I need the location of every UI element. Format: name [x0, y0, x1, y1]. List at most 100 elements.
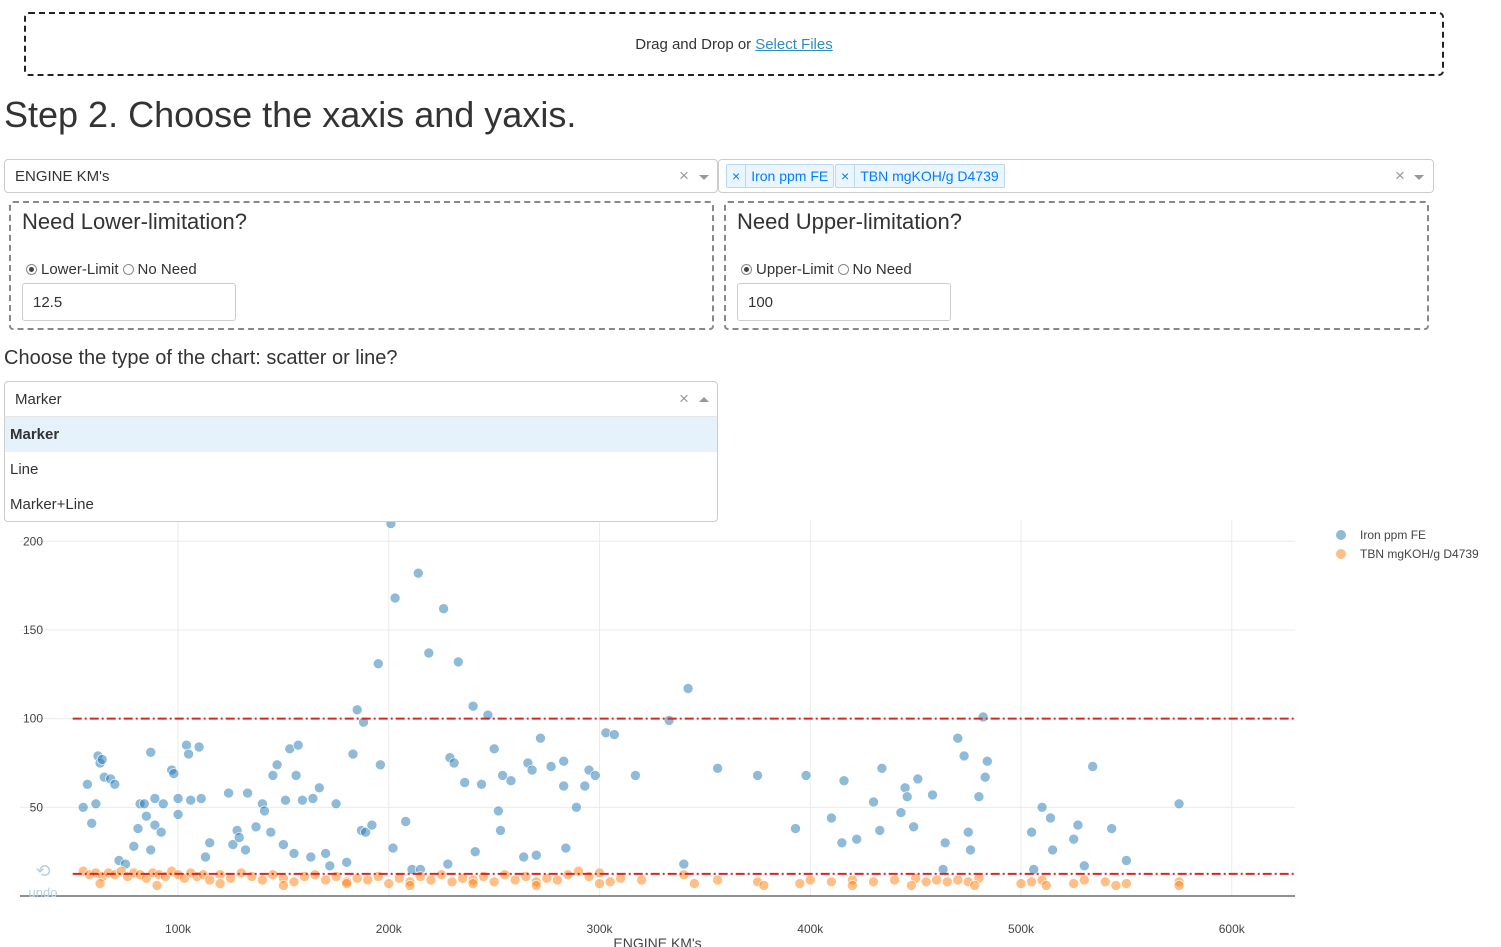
- y-tick-label: 200: [23, 534, 43, 548]
- iron-point: [545, 761, 557, 772]
- tbn-point: [404, 880, 416, 891]
- chart-type-option-marker[interactable]: Marker: [5, 417, 717, 452]
- upper-no-need-label: No Need: [852, 261, 912, 278]
- iron-point: [358, 716, 369, 728]
- iron-point: [366, 819, 378, 831]
- iron-point: [495, 825, 506, 836]
- iron-point: [977, 711, 989, 723]
- chart-svg[interactable]: 100k 200k 300k 400k 500k 600k 50 100 150 200 ENGIN…: [0, 520, 1501, 947]
- chart-type-clear-icon[interactable]: ×: [679, 389, 689, 408]
- iron-point: [324, 860, 336, 872]
- iron-point: [452, 656, 464, 668]
- iron-point: [851, 833, 863, 845]
- radio-icon[interactable]: [837, 264, 849, 275]
- chart-type-option-line[interactable]: Line: [10, 461, 39, 478]
- chart-type-label: Choose the type of the chart: scatter or…: [4, 347, 398, 369]
- iron-point: [482, 709, 494, 721]
- iron-point: [292, 739, 304, 751]
- tbn-point: [889, 874, 900, 886]
- iron-point: [630, 770, 641, 781]
- iron-point: [183, 748, 194, 760]
- yaxis-clear-icon[interactable]: ×: [1395, 166, 1405, 185]
- yaxis-select[interactable]: × Iron ppm FE × TBN mgKOH/g D4739 ×: [718, 159, 1434, 193]
- radio-selected-icon[interactable]: [26, 264, 37, 275]
- scatter-chart[interactable]: 100k 200k 300k 400k 500k 600k 50 100 150 200 ENGIN…: [0, 520, 1501, 947]
- iron-point: [1028, 864, 1039, 875]
- tbn-point: [826, 876, 837, 888]
- upper-limit-title: Need Upper-limitation?: [737, 209, 962, 234]
- tbn-point: [931, 874, 943, 886]
- upper-limit-option[interactable]: Upper-Limit: [741, 261, 834, 278]
- iron-point: [518, 851, 530, 863]
- tbn-point: [257, 874, 268, 886]
- iron-point: [876, 763, 888, 774]
- iron-point: [1068, 833, 1079, 845]
- iron-point: [313, 782, 325, 794]
- tbn-point: [636, 874, 648, 886]
- iron-point: [608, 729, 620, 740]
- tbn-point: [457, 872, 468, 884]
- iron-point: [385, 520, 397, 529]
- upload-dropzone[interactable]: Drag and Drop or Select Files: [24, 12, 1444, 76]
- iron-point: [927, 789, 938, 801]
- iron-point: [193, 741, 205, 753]
- chart-type-option-marker-line[interactable]: Marker+Line: [10, 496, 94, 513]
- yaxis-tag-tbn: × TBN mgKOH/g D4739: [835, 164, 1005, 188]
- tbn-point: [1121, 878, 1132, 889]
- upper-limit-input[interactable]: [737, 283, 951, 321]
- iron-point: [400, 816, 412, 827]
- iron-point: [663, 715, 675, 726]
- lower-no-need-option[interactable]: No Need: [122, 261, 197, 278]
- legend-label: TBN mgKOH/g D4739: [1360, 547, 1479, 561]
- remove-tag-icon[interactable]: ×: [836, 165, 856, 187]
- undo-label: undo: [28, 885, 58, 900]
- iron-point: [838, 775, 850, 787]
- yaxis-chevron-down-icon[interactable]: [1414, 175, 1424, 180]
- tbn-point: [1173, 880, 1185, 891]
- lower-limit-option[interactable]: Lower-Limit: [26, 261, 119, 278]
- iron-point: [682, 683, 694, 694]
- tbn-point: [906, 880, 917, 891]
- iron-point: [242, 787, 253, 799]
- iron-point: [526, 764, 538, 776]
- x-axis-title: ENGINE KM's: [613, 935, 701, 947]
- y-tick-label: 100: [23, 712, 43, 726]
- remove-tag-icon[interactable]: ×: [727, 165, 747, 187]
- iron-point: [307, 793, 319, 804]
- upper-limit-panel: Need Upper-limitation? Upper-Limit No Ne…: [724, 201, 1429, 330]
- undo-button[interactable]: ⟲ undo: [26, 862, 60, 906]
- tbn-point: [969, 880, 981, 891]
- radio-selected-icon[interactable]: [741, 264, 752, 275]
- xaxis-clear-icon[interactable]: ×: [679, 166, 689, 185]
- iron-point: [278, 839, 289, 850]
- tbn-point: [952, 874, 964, 886]
- lower-limit-input[interactable]: [22, 283, 236, 321]
- iron-point: [1173, 798, 1185, 810]
- xaxis-chevron-down-icon[interactable]: [699, 175, 709, 180]
- iron-point: [469, 846, 481, 858]
- iron-point: [267, 770, 279, 781]
- iron-point: [1079, 860, 1090, 872]
- iron-point: [497, 770, 508, 781]
- iron-point: [459, 777, 471, 788]
- tbn-point: [604, 876, 616, 888]
- radio-icon[interactable]: [122, 264, 134, 275]
- iron-point: [874, 825, 886, 836]
- tbn-point: [1100, 876, 1111, 888]
- iron-point: [868, 796, 879, 808]
- iron-point: [145, 844, 156, 856]
- upper-no-need-option[interactable]: No Need: [837, 261, 912, 278]
- chart-type-chevron-up-icon[interactable]: [699, 397, 709, 402]
- tbn-point: [847, 880, 858, 891]
- tbn-point: [509, 874, 521, 886]
- iron-point: [297, 794, 308, 806]
- tbn-point: [204, 874, 215, 886]
- iron-point: [423, 647, 435, 659]
- chart-type-menu: Marker Line Marker+Line: [4, 416, 718, 522]
- iron-point: [158, 798, 169, 810]
- select-files-link[interactable]: Select Files: [755, 35, 833, 53]
- xaxis-select[interactable]: ENGINE KM's ×: [4, 159, 718, 193]
- x-tick-label: 400k: [797, 922, 824, 936]
- lower-limit-option-label: Lower-Limit: [41, 261, 119, 278]
- chart-type-select[interactable]: Marker ×: [4, 381, 718, 417]
